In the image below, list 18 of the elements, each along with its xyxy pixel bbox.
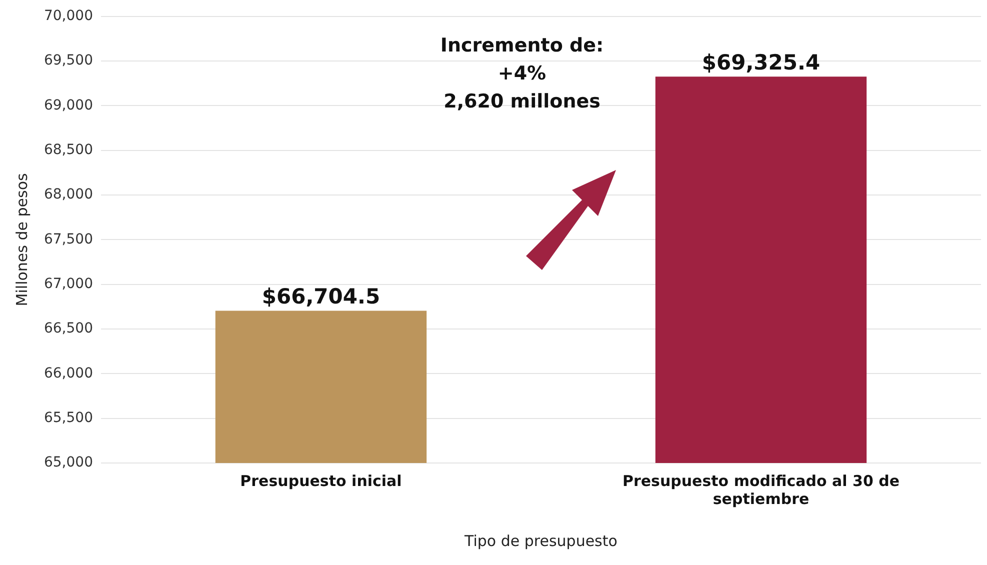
y-tick-label: 66,000	[44, 365, 93, 382]
y-tick-label: 67,000	[44, 276, 93, 292]
y-tick-label: 68,500	[44, 142, 93, 158]
y-tick-label: 66,500	[44, 320, 93, 337]
y-tick-label: 68,000	[44, 186, 93, 203]
y-tick-label: 65,000	[44, 454, 93, 471]
y-tick-label: 69,000	[44, 97, 93, 114]
x-axis-title: Tipo de presupuesto	[464, 532, 618, 550]
data-label: $69,325.4	[702, 50, 820, 75]
y-tick-label: 65,500	[44, 410, 93, 426]
data-label: $66,704.5	[262, 284, 380, 309]
y-tick-label: 69,500	[44, 52, 93, 69]
x-tick-label: Presupuesto inicial	[240, 472, 402, 490]
annotation: Incremento de: +4% 2,620 millones	[440, 34, 604, 112]
y-tick-label: 67,500	[44, 231, 93, 248]
y-tick-label: 70,000	[44, 8, 93, 24]
x-tick-label: Presupuesto modificado al 30 de septiembre	[622, 472, 900, 508]
y-axis-title: Millones de pesos	[12, 173, 31, 306]
